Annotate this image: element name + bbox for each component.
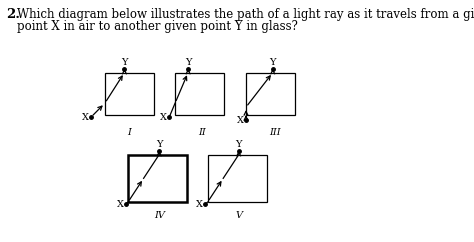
Text: Y: Y [185,58,191,67]
Text: IV: IV [154,211,164,220]
Bar [128,155,187,202]
Text: Y: Y [236,140,242,149]
Text: X: X [160,113,167,121]
Bar [175,73,224,115]
Text: Y: Y [121,58,128,67]
Text: X: X [196,200,203,209]
Text: X: X [117,200,124,209]
Text: X: X [82,113,89,121]
Text: 2.: 2. [7,8,20,21]
Bar [246,73,295,115]
Text: Y: Y [156,140,163,149]
Text: Which diagram below illustrates the path of a light ray as it travels from a giv: Which diagram below illustrates the path… [18,8,474,21]
Text: I: I [128,128,131,137]
Text: III: III [269,128,281,137]
Text: II: II [198,128,206,137]
Text: Y: Y [270,58,276,67]
Bar [105,73,154,115]
Text: V: V [235,211,242,220]
Text: point X in air to another given point Y in glass?: point X in air to another given point Y … [18,20,298,33]
Text: X: X [237,115,244,125]
Bar [208,155,267,202]
